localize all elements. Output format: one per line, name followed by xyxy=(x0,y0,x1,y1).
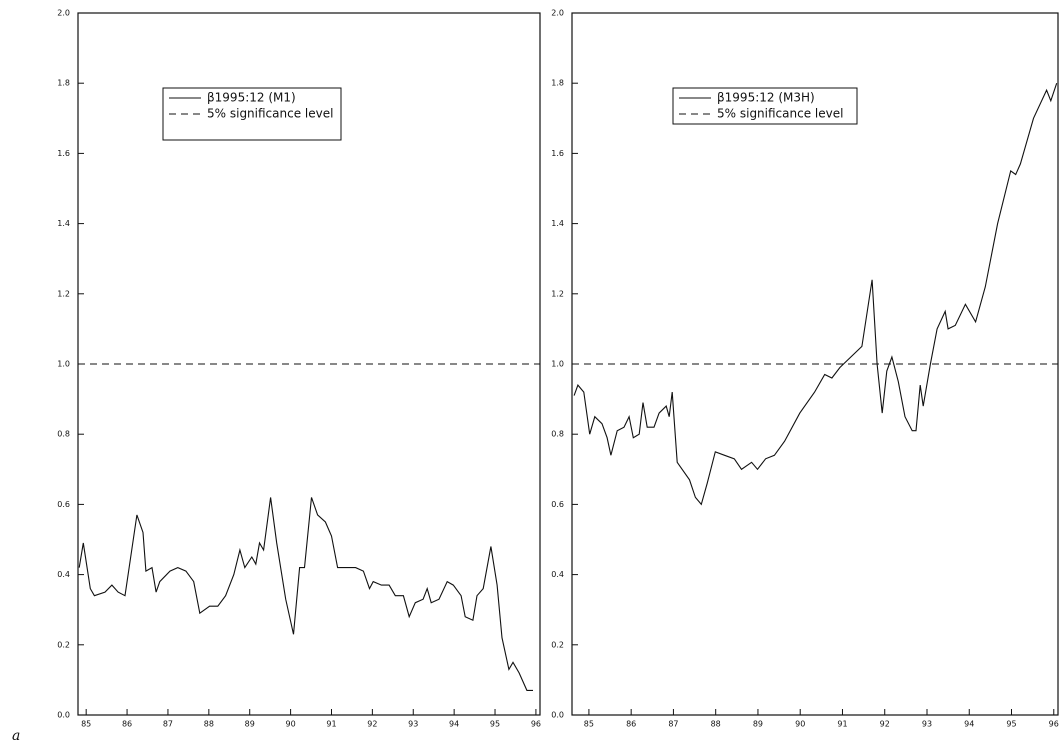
x-tick-label: 96 xyxy=(1049,720,1059,729)
x-tick-label: 86 xyxy=(626,720,636,729)
x-tick-label: 86 xyxy=(122,720,132,729)
legend-label: β1995:12 (M3H) xyxy=(717,91,815,105)
y-tick-label: 1.4 xyxy=(57,219,70,228)
data-line xyxy=(78,497,533,691)
y-tick-label: 1.4 xyxy=(551,219,564,228)
legend-label: 5% significance level xyxy=(717,107,843,121)
x-tick-label: 88 xyxy=(204,720,214,729)
legend-label: β1995:12 (M1) xyxy=(207,91,296,105)
x-tick-label: 93 xyxy=(922,720,932,729)
x-tick-label: 92 xyxy=(367,720,377,729)
x-tick-label: 95 xyxy=(1006,720,1016,729)
x-tick-label: 91 xyxy=(837,720,847,729)
x-tick-label: 95 xyxy=(490,720,500,729)
y-tick-label: 1.6 xyxy=(551,149,564,158)
legend-box xyxy=(672,87,858,125)
x-tick-label: 85 xyxy=(81,720,91,729)
y-tick-label: 0.2 xyxy=(57,640,70,649)
y-tick-label: 1.0 xyxy=(57,360,70,369)
y-tick-label: 0.4 xyxy=(57,570,70,579)
y-tick-label: 1.8 xyxy=(551,79,564,88)
x-tick-label: 89 xyxy=(245,720,255,729)
x-tick-label: 94 xyxy=(964,720,974,729)
y-tick-label: 0.0 xyxy=(57,711,70,720)
y-tick-label: 0.0 xyxy=(551,711,564,720)
x-tick-label: 92 xyxy=(880,720,890,729)
y-tick-label: 2.0 xyxy=(551,9,564,18)
y-tick-label: 1.0 xyxy=(551,360,564,369)
x-tick-label: 90 xyxy=(795,720,805,729)
legend-label: 5% significance level xyxy=(207,107,333,121)
x-tick-label: 96 xyxy=(531,720,541,729)
y-tick-label: 1.8 xyxy=(57,79,70,88)
y-tick-label: 1.2 xyxy=(57,289,70,298)
x-tick-label: 93 xyxy=(408,720,418,729)
y-tick-label: 2.0 xyxy=(57,9,70,18)
y-tick-label: 1.2 xyxy=(551,289,564,298)
y-tick-label: 0.4 xyxy=(551,570,564,579)
x-tick-label: 87 xyxy=(163,720,173,729)
x-tick-label: 90 xyxy=(286,720,296,729)
data-line xyxy=(573,83,1058,506)
y-tick-label: 1.6 xyxy=(57,149,70,158)
y-tick-label: 0.2 xyxy=(551,640,564,649)
x-tick-label: 94 xyxy=(449,720,459,729)
y-tick-label: 0.8 xyxy=(57,430,70,439)
figure-label: a xyxy=(12,728,20,744)
x-tick-label: 87 xyxy=(668,720,678,729)
y-tick-label: 0.8 xyxy=(551,430,564,439)
legend-box xyxy=(162,87,342,141)
y-tick-label: 0.6 xyxy=(57,500,70,509)
x-tick-label: 85 xyxy=(584,720,594,729)
x-tick-label: 91 xyxy=(326,720,336,729)
x-tick-label: 89 xyxy=(753,720,763,729)
x-tick-label: 88 xyxy=(711,720,721,729)
y-tick-label: 0.6 xyxy=(551,500,564,509)
